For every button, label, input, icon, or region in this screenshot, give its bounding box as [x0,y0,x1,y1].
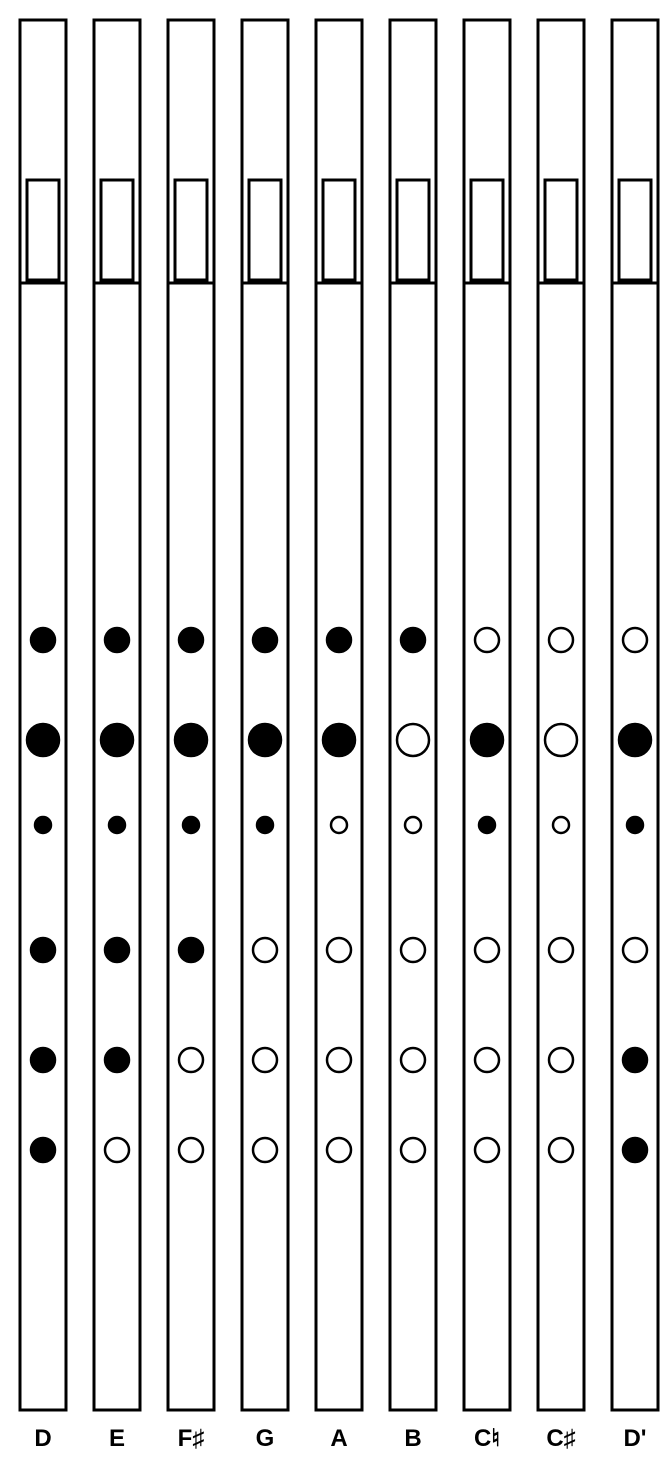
whistle-fipple [101,180,133,280]
tone-hole [627,817,643,833]
whistle-fipple [397,180,429,280]
tone-hole [179,1048,203,1072]
whistle-body [612,283,658,1410]
tone-hole [401,938,425,962]
tone-hole [105,938,129,962]
whistle-fipple [27,180,59,280]
tone-hole [31,1048,55,1072]
tone-hole [327,938,351,962]
tone-hole [27,724,59,756]
tone-hole [401,628,425,652]
tone-hole [31,1138,55,1162]
tone-hole [401,1048,425,1072]
tone-hole [31,628,55,652]
tone-hole [253,1048,277,1072]
tone-hole [619,724,651,756]
tone-hole [179,628,203,652]
tone-hole [623,628,647,652]
note-label: F♯ [178,1425,205,1452]
whistle-body [94,283,140,1410]
tone-hole [549,938,573,962]
note-label: C♮ [474,1425,500,1452]
tone-hole [401,1138,425,1162]
note-label: C♯ [546,1425,575,1452]
tone-hole [331,817,347,833]
tone-hole [253,628,277,652]
tone-hole [623,938,647,962]
tone-hole [545,724,577,756]
tone-hole [327,1138,351,1162]
note-label: D' [623,1425,646,1452]
tone-hole [327,628,351,652]
whistle-body [390,283,436,1410]
whistle-body [242,283,288,1410]
tone-hole [549,628,573,652]
tone-hole [549,1138,573,1162]
tone-hole [257,817,273,833]
tone-hole [31,938,55,962]
whistle-fipple [619,180,651,280]
tone-hole [549,1048,573,1072]
whistle-fipple [249,180,281,280]
whistle-fipple [175,180,207,280]
tone-hole [471,724,503,756]
tone-hole [179,938,203,962]
note-label: A [330,1425,347,1452]
tone-hole [475,1048,499,1072]
whistle-body [316,283,362,1410]
tone-hole [175,724,207,756]
tone-hole [253,938,277,962]
whistle-body [20,283,66,1410]
tone-hole [553,817,569,833]
tone-hole [35,817,51,833]
tone-hole [479,817,495,833]
tone-hole [405,817,421,833]
tone-hole [253,1138,277,1162]
note-label: D [34,1425,51,1452]
tone-hole [397,724,429,756]
tone-hole [105,1048,129,1072]
tone-hole [323,724,355,756]
whistle-fipple [323,180,355,280]
tone-hole [105,1138,129,1162]
whistle-body [168,283,214,1410]
tone-hole [623,1048,647,1072]
note-label: G [256,1425,275,1452]
whistle-fipple [471,180,503,280]
tone-hole [249,724,281,756]
fingering-chart: D E F♯ G A B C♮ C♯ D' [0,0,672,1464]
tone-hole [475,938,499,962]
tone-hole [179,1138,203,1162]
whistle-body [538,283,584,1410]
tone-hole [105,628,129,652]
tone-hole [475,628,499,652]
tone-hole [327,1048,351,1072]
note-label: B [404,1425,421,1452]
whistle-fipple [545,180,577,280]
whistle-body [464,283,510,1410]
tone-hole [623,1138,647,1162]
tone-hole [109,817,125,833]
tone-hole [475,1138,499,1162]
tone-hole [183,817,199,833]
note-label: E [109,1425,125,1452]
tone-hole [101,724,133,756]
